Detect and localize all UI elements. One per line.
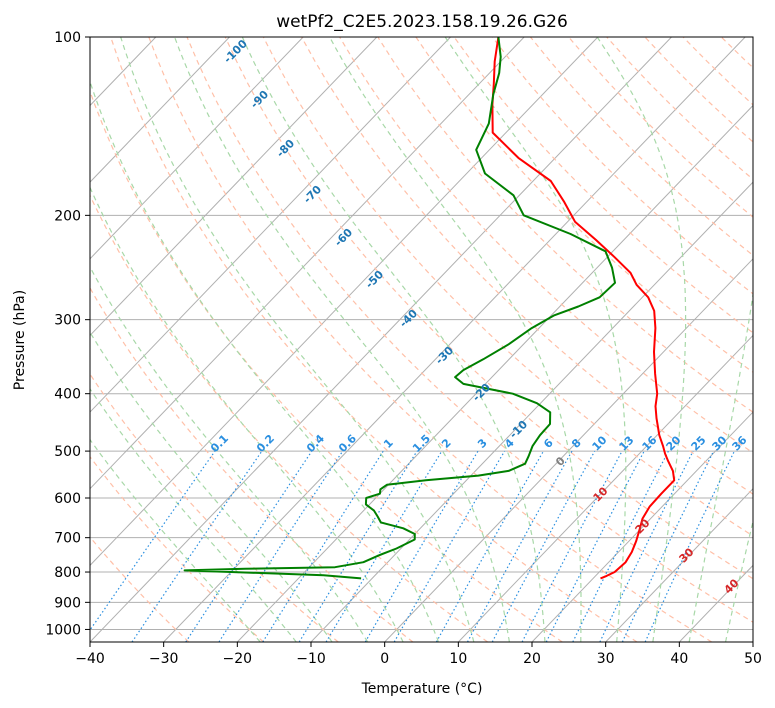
- y-axis-label: Pressure (hPa): [12, 290, 28, 390]
- mixing-ratio-line: [325, 450, 443, 642]
- isotherm-line: [605, 487, 753, 642]
- isotherm-line: [457, 334, 753, 642]
- moist-adiabat-line: [241, 37, 546, 642]
- y-tick-label: 1000: [45, 622, 81, 638]
- mixing-ratio-line: [185, 450, 313, 642]
- isotherm-line: [752, 641, 753, 642]
- dry-adiabat-line: [377, 37, 753, 413]
- moist-adiabat-line: [90, 186, 404, 642]
- mixing-ratio-line: [298, 450, 418, 642]
- temperature-profile: [491, 37, 676, 580]
- dry-adiabat-line: [90, 194, 488, 642]
- moist-adiabat-line: [174, 37, 510, 642]
- isotherm-line: [163, 37, 746, 642]
- x-axis-label: Temperature (°C): [361, 681, 483, 697]
- moist-adiabat-line: [444, 37, 627, 642]
- y-tick-label: 700: [54, 531, 81, 547]
- dry-adiabat-line: [90, 89, 563, 642]
- axis-ticks: −40 −30 −20 −10 0 10 20 30 40 50 100 200 300 400 500 60…: [45, 30, 762, 667]
- x-tick-label: 10: [449, 651, 467, 667]
- dry-adiabat-line: [148, 37, 713, 642]
- dewpoint-profile: [183, 37, 616, 580]
- isotherm-line: [0, 37, 9, 642]
- x-tick-label: −10: [296, 651, 326, 667]
- series-layer: [183, 37, 676, 580]
- isotherm-line: [90, 37, 230, 183]
- moist-adiabat-line: [90, 265, 369, 642]
- dry-adiabat-line: [300, 37, 753, 495]
- plot-frame: [89, 36, 754, 643]
- dry-adiabat-line: [759, 37, 775, 642]
- chart-title: wetPf2_C2E5.2023.158.19.26.G26: [276, 12, 568, 32]
- moist-adiabat-line: [329, 37, 582, 642]
- mixing-ratio-line: [131, 450, 263, 642]
- dry-adiabat-line: [453, 37, 753, 334]
- x-tick-label: 0: [380, 651, 389, 667]
- mixing-ratio-line: [435, 450, 545, 642]
- isotherm-line: [90, 37, 304, 260]
- y-tick-label: 600: [54, 491, 81, 507]
- x-tick-label: −20: [223, 651, 253, 667]
- mixing-ratio-line: [218, 450, 344, 642]
- isotherm-line: [90, 37, 672, 642]
- grid-lines: [0, 37, 775, 642]
- moist-adiabat-line: [596, 37, 687, 642]
- isotherm-line: [236, 104, 753, 642]
- isotherm-line: [90, 37, 599, 567]
- x-tick-label: 20: [523, 651, 541, 667]
- isotherm-line: [531, 411, 753, 642]
- x-tick-label: −40: [75, 651, 105, 667]
- dry-adiabat-line: [186, 37, 753, 623]
- moist-adiabat-line: [90, 438, 261, 642]
- moist-adiabat-line: [90, 331, 333, 642]
- mixing-ratio-line: [491, 450, 596, 642]
- x-tick-label: 30: [597, 651, 615, 667]
- x-tick-label: 50: [744, 651, 762, 667]
- moist-adiabat-line: [90, 79, 440, 642]
- moist-adiabat-line: [90, 387, 297, 642]
- y-tick-label: 400: [54, 387, 81, 403]
- y-tick-label: 800: [54, 565, 81, 581]
- isotherm-line: [90, 37, 378, 337]
- isotherm-line: [90, 37, 525, 490]
- moist-adiabat-line: [688, 290, 753, 642]
- y-tick-label: 200: [54, 208, 81, 224]
- dry-adiabat-line: [90, 373, 339, 642]
- y-tick-label: 300: [54, 313, 81, 329]
- mixing-ratio-line: [466, 450, 573, 642]
- dry-adiabat-line: [90, 286, 414, 642]
- mixing-ratio-line: [262, 450, 384, 642]
- dry-adiabat-line: [110, 37, 638, 642]
- isotherm-line: [90, 37, 451, 413]
- x-tick-label: 40: [670, 651, 688, 667]
- dry-adiabat-line: [339, 37, 753, 454]
- x-tick-label: −30: [149, 651, 179, 667]
- dry-adiabat-line: [224, 37, 753, 580]
- isotherm-line: [384, 258, 753, 642]
- y-tick-label: 100: [54, 30, 81, 46]
- mixing-ratio-line: [572, 450, 669, 642]
- y-tick-label: 900: [54, 595, 81, 611]
- y-tick-label: 500: [54, 444, 81, 460]
- plot-background: [90, 37, 753, 642]
- dry-adiabat-line: [262, 37, 753, 537]
- mixing-ratio-line: [90, 450, 216, 632]
